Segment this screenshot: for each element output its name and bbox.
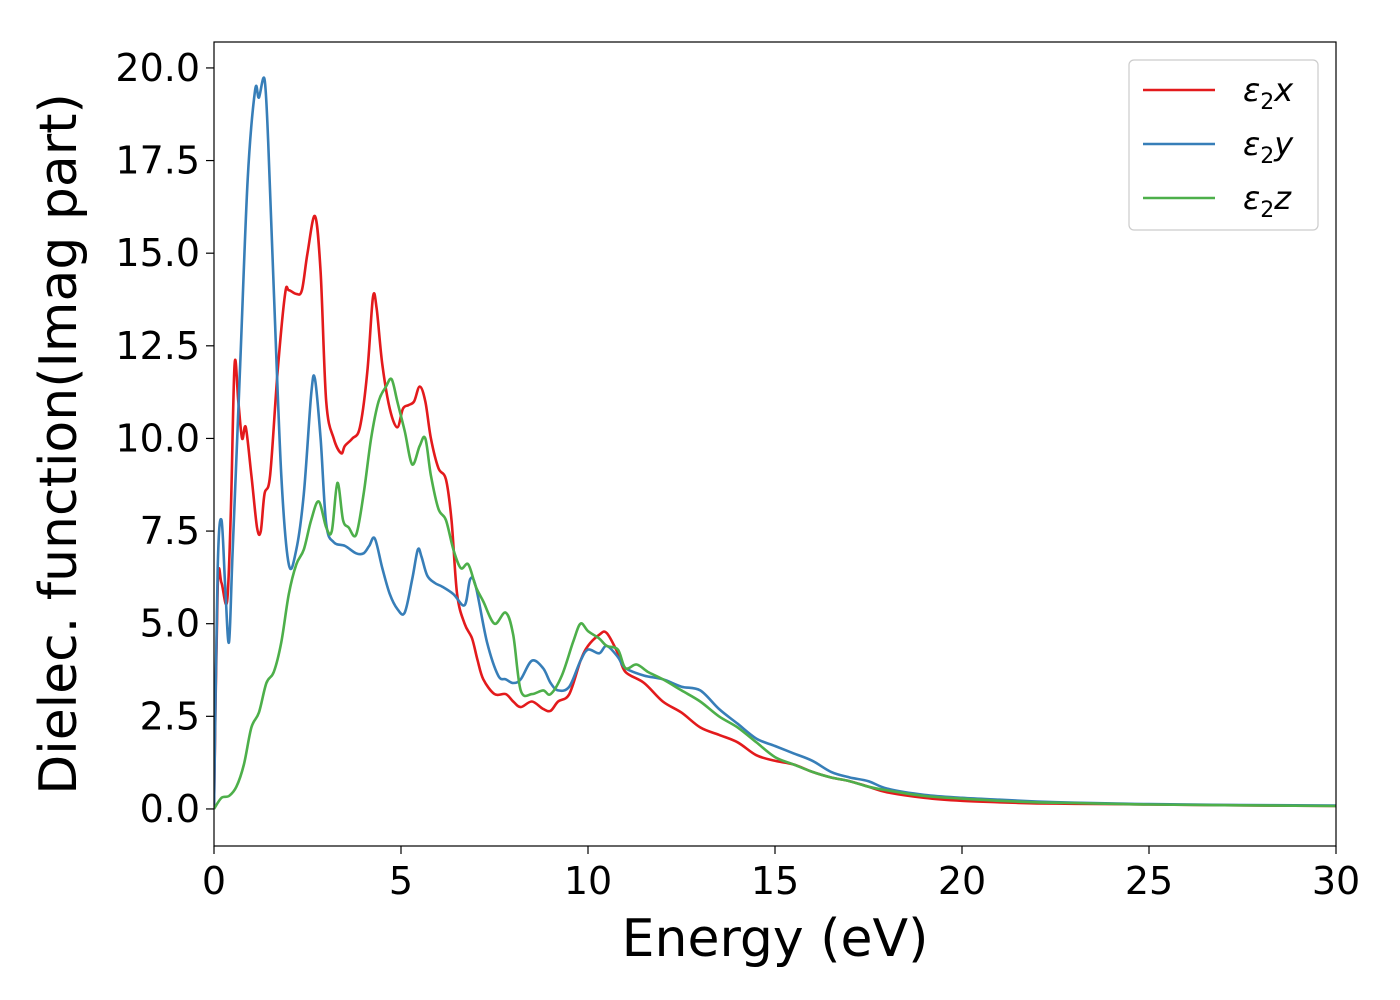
legend-symbol: ε [1243, 71, 1260, 109]
legend-entry-x: ε2x [1243, 71, 1294, 115]
y-tick-label: 0.0 [140, 787, 200, 831]
x-tick-label: 30 [1312, 859, 1360, 903]
legend-entry-y: ε2y [1243, 125, 1294, 169]
x-tick-label: 20 [938, 859, 986, 903]
x-tick-label: 10 [564, 859, 612, 903]
legend-subscript: 2 [1260, 198, 1274, 223]
y-tick-label: 5.0 [140, 602, 200, 646]
series-layer [214, 76, 1336, 810]
x-tick-label: 15 [751, 859, 799, 903]
legend-subscript: 2 [1260, 144, 1274, 169]
legend-entry-z: ε2z [1243, 179, 1292, 223]
legend-suffix: x [1273, 71, 1294, 109]
y-axis-label: Dielec. function(Imag part) [29, 93, 89, 795]
legend-box [1128, 59, 1319, 231]
series-line-z [214, 377, 1336, 810]
legend-suffix: y [1273, 125, 1294, 163]
x-axis: 0 5 10 15 20 25 30 [202, 846, 1360, 903]
y-tick-label: 20.0 [115, 46, 200, 90]
legend-symbol: ε [1243, 179, 1260, 217]
legend-subscript: 2 [1260, 90, 1274, 115]
y-tick-label: 10.0 [115, 416, 200, 460]
x-tick-label: 25 [1125, 859, 1173, 903]
x-tick-label: 0 [202, 859, 226, 903]
legend-symbol: ε [1243, 125, 1260, 163]
legend-suffix: z [1273, 179, 1292, 217]
y-tick-label: 12.5 [115, 324, 200, 368]
y-tick-label: 7.5 [140, 509, 200, 553]
y-tick-label: 2.5 [140, 694, 200, 738]
y-axis: 0.0 2.5 5.0 7.5 10.0 12.5 15.0 17.5 20.0 [115, 46, 214, 831]
x-tick-label: 5 [389, 859, 413, 903]
y-tick-label: 17.5 [115, 139, 200, 183]
y-tick-label: 15.0 [115, 231, 200, 275]
series-line-y [214, 76, 1336, 809]
x-axis-label: Energy (eV) [622, 909, 929, 969]
